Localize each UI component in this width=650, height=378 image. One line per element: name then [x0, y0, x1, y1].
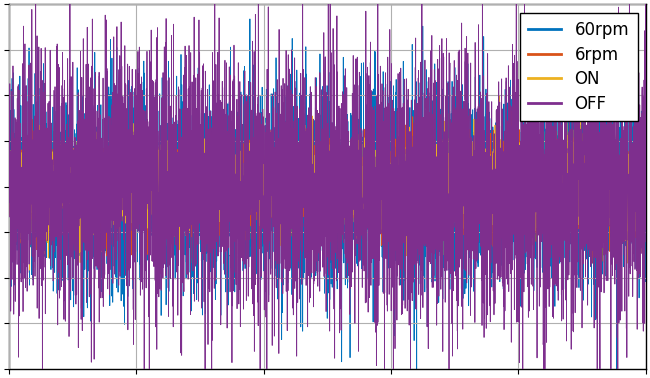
6rpm: [416, 105, 424, 110]
Line: 6rpm: 6rpm: [9, 108, 646, 264]
Line: 60rpm: 60rpm: [9, 19, 646, 373]
Legend: 60rpm, 6rpm, ON, OFF: 60rpm, 6rpm, ON, OFF: [519, 12, 638, 121]
ON: [529, 164, 537, 169]
ON: [642, 222, 650, 226]
60rpm: [613, 370, 621, 375]
OFF: [5, 152, 13, 156]
ON: [121, 188, 129, 192]
ON: [419, 201, 427, 206]
6rpm: [529, 190, 537, 194]
60rpm: [529, 159, 537, 163]
OFF: [121, 43, 129, 48]
OFF: [642, 240, 650, 244]
ON: [112, 81, 120, 86]
60rpm: [387, 85, 395, 90]
60rpm: [419, 274, 427, 278]
60rpm: [480, 191, 488, 195]
60rpm: [121, 105, 129, 110]
ON: [601, 273, 608, 277]
OFF: [248, 39, 256, 43]
60rpm: [248, 121, 256, 125]
ON: [480, 205, 488, 210]
6rpm: [5, 200, 13, 204]
6rpm: [480, 150, 488, 154]
OFF: [529, 83, 537, 87]
6rpm: [155, 262, 163, 266]
60rpm: [5, 204, 13, 209]
OFF: [419, 115, 427, 120]
Line: ON: ON: [9, 84, 646, 275]
OFF: [387, 308, 395, 313]
60rpm: [642, 154, 650, 158]
ON: [248, 204, 256, 208]
ON: [5, 187, 13, 192]
6rpm: [248, 215, 256, 219]
6rpm: [387, 212, 395, 217]
OFF: [480, 316, 488, 320]
6rpm: [642, 188, 650, 192]
6rpm: [419, 194, 427, 198]
ON: [387, 161, 395, 165]
60rpm: [246, 17, 254, 21]
Line: OFF: OFF: [9, 0, 646, 378]
6rpm: [121, 197, 129, 201]
